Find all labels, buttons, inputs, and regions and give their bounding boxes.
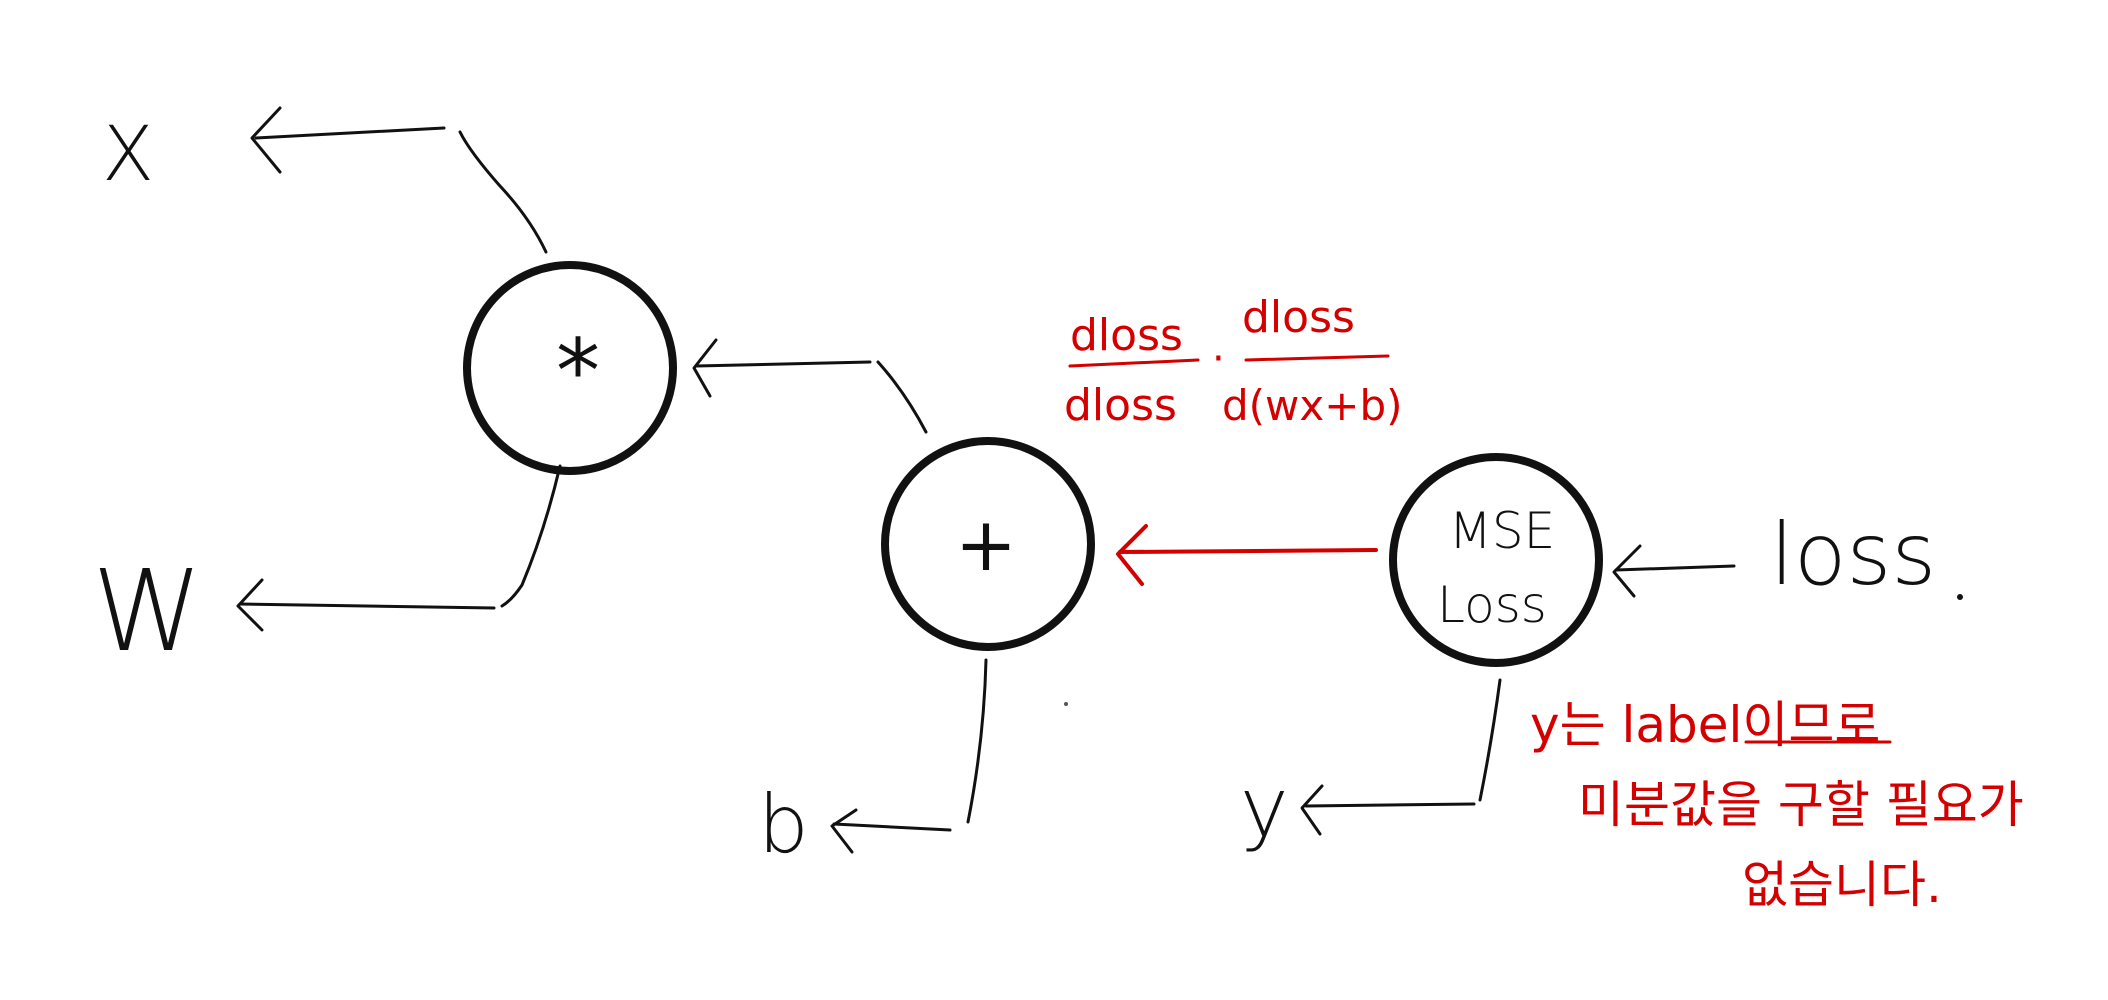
gradient-dot: · [1212, 336, 1225, 382]
arrow-to-b-shaft [832, 822, 952, 832]
gradient-denominator-1: dloss [1064, 380, 1177, 431]
gradient-numerator-1: dloss [1070, 310, 1183, 361]
mse-loss-label-line1: MSE [1449, 502, 1555, 560]
variable-loss: loss [1770, 505, 1936, 605]
arrow-to-w-shaft [238, 602, 496, 610]
gradient-fraction-bar-2 [1244, 354, 1390, 362]
arrow-to-w [236, 464, 562, 632]
mse-loss-label-line2: Loss [1437, 576, 1547, 634]
add-node-circle [881, 437, 1095, 651]
arrow-to-x-line [458, 130, 548, 254]
arrow-add-to-multiply-shaft [694, 360, 872, 368]
arrow-loss-to-mse-shaft [1614, 564, 1736, 572]
red-gradient-arrow-head [1116, 524, 1148, 586]
add-node-symbol: + [955, 502, 1017, 588]
gradient-fraction-bar-1 [1068, 358, 1200, 368]
gradient-denominator-2: d(wx+b) [1222, 381, 1403, 430]
note-line-1: y는 label이므로 [1530, 696, 1880, 754]
variable-w: W [92, 547, 203, 677]
red-gradient-arrow-shaft [1118, 548, 1378, 554]
label-note: y는 label이므로 미분값을 구할 필요가 없습니다. [1530, 696, 2024, 914]
arrow-to-b [830, 658, 988, 854]
arrow-to-w-head [236, 578, 264, 632]
note-line-2: 미분값을 구할 필요가 [1578, 776, 2024, 834]
arrow-to-y-head [1300, 784, 1324, 836]
arrow-to-x-shaft [254, 126, 446, 140]
arrow-to-x [250, 106, 548, 254]
variable-b: b [758, 778, 809, 871]
multiply-node: * [463, 261, 677, 475]
arrow-add-to-multiply-head [692, 338, 718, 398]
gradient-expression: dloss dloss · dloss d(wx+b) [1064, 292, 1403, 431]
arrow-to-b-line [966, 658, 988, 824]
multiply-node-symbol: * [556, 320, 600, 423]
red-gradient-arrow [1116, 524, 1378, 586]
multiply-node-circle [463, 261, 677, 475]
variable-y: y [1240, 761, 1289, 856]
stray-dot [1064, 702, 1068, 706]
arrow-to-b-head [830, 808, 858, 854]
arrow-loss-to-mse-head [1612, 544, 1642, 598]
gradient-numerator-2: dloss [1242, 292, 1355, 343]
arrow-add-to-multiply-line [876, 360, 928, 434]
arrow-to-w-line [500, 464, 562, 608]
loss-trailing-dot [1957, 594, 1963, 600]
arrow-to-y [1300, 678, 1502, 836]
add-node: + [881, 437, 1095, 651]
variable-x: X [102, 109, 154, 198]
arrow-loss-to-mse [1612, 544, 1736, 598]
mse-loss-node: MSE Loss [1389, 453, 1603, 667]
arrow-to-y-line [1478, 678, 1502, 802]
arrow-to-y-shaft [1304, 802, 1476, 808]
mse-loss-node-circle [1389, 453, 1603, 667]
arrow-add-to-multiply [692, 338, 928, 434]
note-line-3: 없습니다. [1742, 856, 1942, 914]
arrow-to-x-head [250, 106, 282, 174]
